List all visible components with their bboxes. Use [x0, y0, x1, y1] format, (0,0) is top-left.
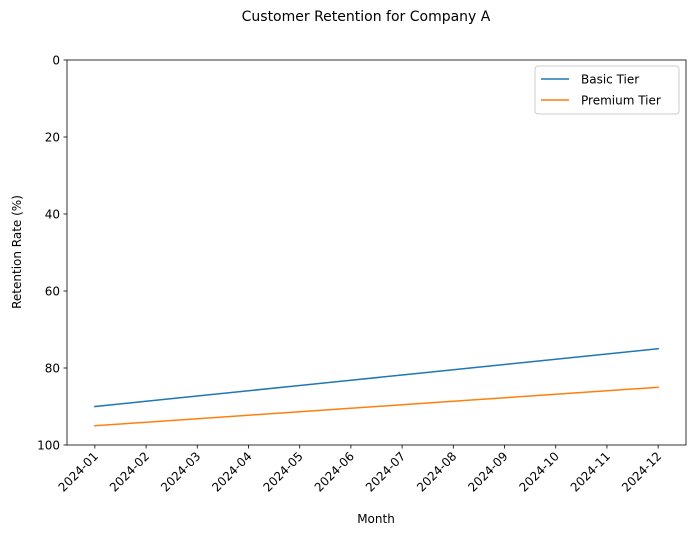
x-tick-label: 2024-12 [619, 449, 664, 494]
x-tick-label: 2024-04 [209, 449, 254, 494]
x-tick-label: 2024-07 [363, 449, 408, 494]
x-tick-label: 2024-09 [465, 449, 510, 494]
legend-box [534, 65, 680, 115]
legend-label-basic-tier: Basic Tier [581, 73, 639, 87]
x-tick-label: 2024-06 [312, 449, 357, 494]
x-tick-label: 2024-02 [107, 449, 152, 494]
y-tick-label: 80 [45, 362, 60, 376]
plot-frame [66, 59, 687, 446]
x-tick-label: 2024-01 [56, 449, 101, 494]
series-line-basic-tier [94, 347, 659, 408]
y-tick-label: 60 [45, 285, 60, 299]
x-tick-label: 2024-03 [158, 449, 203, 494]
series-line-premium-tier [94, 386, 659, 427]
x-tick-label: 2024-11 [568, 449, 613, 494]
y-tick-label: 20 [45, 131, 60, 145]
y-axis-label: Retention Rate (%) [10, 195, 24, 309]
legend-label-premium-tier: Premium Tier [581, 94, 661, 108]
chart-title: Customer Retention for Company A [242, 9, 491, 25]
y-tick-label: 100 [37, 439, 60, 453]
legend: Basic Tier Premium Tier [534, 65, 680, 115]
x-tick-label: 2024-05 [260, 449, 305, 494]
x-tick-label: 2024-08 [414, 449, 459, 494]
x-tick-label: 2024-10 [516, 449, 561, 494]
y-tick-label: 40 [45, 208, 60, 222]
x-axis-label: Month [357, 512, 395, 526]
y-tick-label: 0 [52, 54, 60, 68]
